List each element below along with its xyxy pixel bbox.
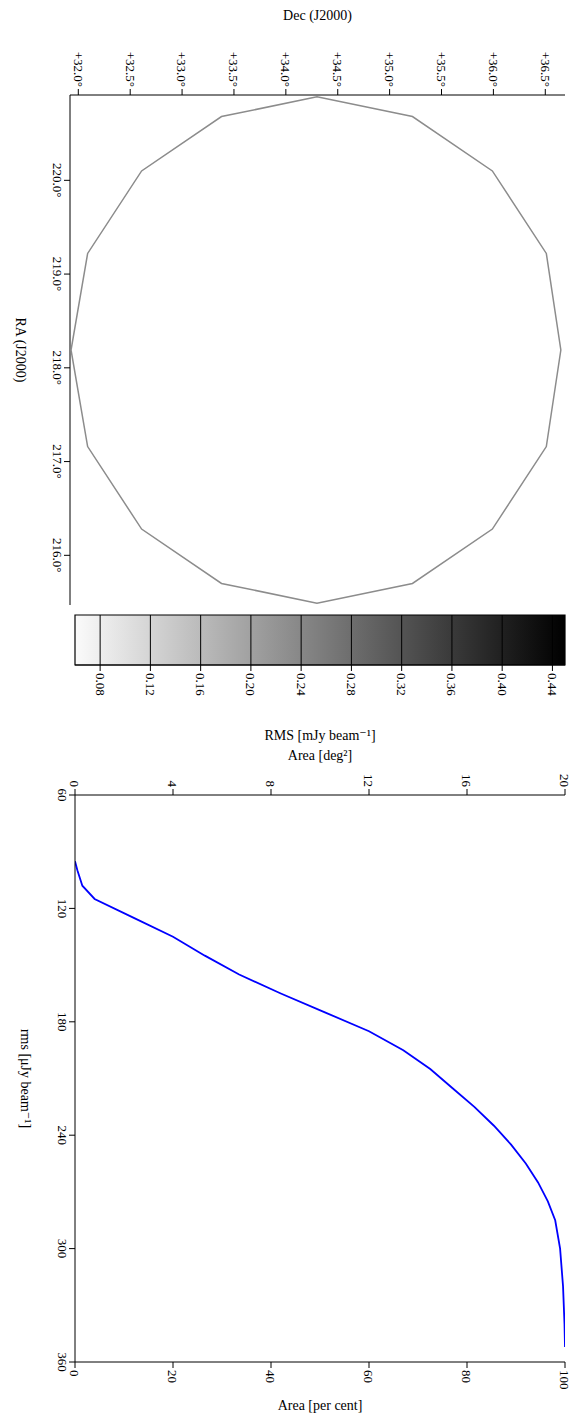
- svg-text:+35.5°: +35.5°: [434, 52, 449, 87]
- svg-text:0.36: 0.36: [444, 673, 459, 696]
- svg-text:360: 360: [55, 1352, 70, 1372]
- svg-text:+34.5°: +34.5°: [330, 52, 345, 87]
- svg-text:+36.5°: +36.5°: [538, 52, 553, 87]
- svg-text:0.08: 0.08: [93, 673, 108, 696]
- svg-text:0.20: 0.20: [243, 673, 258, 696]
- svg-text:8: 8: [263, 781, 278, 788]
- svg-text:0.44: 0.44: [545, 673, 560, 696]
- svg-text:180: 180: [55, 1012, 70, 1032]
- svg-text:220.0°: 220.0°: [50, 163, 65, 197]
- svg-text:rms [μJy beam⁻¹]: rms [μJy beam⁻¹]: [18, 1029, 33, 1128]
- svg-text:300: 300: [55, 1239, 70, 1259]
- svg-text:20: 20: [165, 1370, 180, 1383]
- svg-text:+34.0°: +34.0°: [278, 52, 293, 87]
- svg-text:4: 4: [165, 781, 180, 788]
- svg-text:+33.0°: +33.0°: [174, 52, 189, 87]
- svg-text:Area [deg²]: Area [deg²]: [288, 748, 352, 763]
- svg-text:100: 100: [557, 1370, 572, 1390]
- svg-text:+32.5°: +32.5°: [123, 52, 138, 87]
- svg-text:0: 0: [67, 781, 82, 788]
- svg-text:Area [per cent]: Area [per cent]: [278, 1398, 363, 1413]
- svg-text:0.16: 0.16: [193, 673, 208, 696]
- svg-text:240: 240: [55, 1125, 70, 1145]
- svg-text:+32.0°: +32.0°: [71, 52, 86, 87]
- svg-text:218.0°: 218.0°: [50, 351, 65, 385]
- svg-text:120: 120: [55, 899, 70, 919]
- svg-text:0.24: 0.24: [294, 673, 309, 696]
- svg-text:Dec (J2000): Dec (J2000): [283, 8, 352, 24]
- svg-text:RA (J2000): RA (J2000): [12, 318, 28, 383]
- svg-text:40: 40: [263, 1370, 278, 1383]
- svg-text:80: 80: [459, 1370, 474, 1383]
- svg-text:+35.0°: +35.0°: [382, 52, 397, 87]
- svg-text:60: 60: [361, 1370, 376, 1383]
- svg-text:0: 0: [67, 1370, 82, 1377]
- svg-text:219.0°: 219.0°: [50, 257, 65, 291]
- svg-text:0.40: 0.40: [495, 673, 510, 696]
- svg-text:217.0°: 217.0°: [50, 444, 65, 478]
- svg-text:RMS [mJy beam⁻¹]: RMS [mJy beam⁻¹]: [264, 728, 375, 743]
- svg-text:0.28: 0.28: [344, 673, 359, 696]
- svg-text:+36.0°: +36.0°: [486, 52, 501, 87]
- svg-text:216.0°: 216.0°: [50, 538, 65, 572]
- svg-text:16: 16: [459, 774, 474, 788]
- svg-text:0.32: 0.32: [394, 673, 409, 696]
- svg-text:12: 12: [361, 774, 376, 787]
- svg-text:+33.5°: +33.5°: [226, 52, 241, 87]
- svg-text:20: 20: [557, 774, 572, 787]
- svg-text:0.12: 0.12: [143, 673, 158, 696]
- svg-text:60: 60: [55, 789, 70, 802]
